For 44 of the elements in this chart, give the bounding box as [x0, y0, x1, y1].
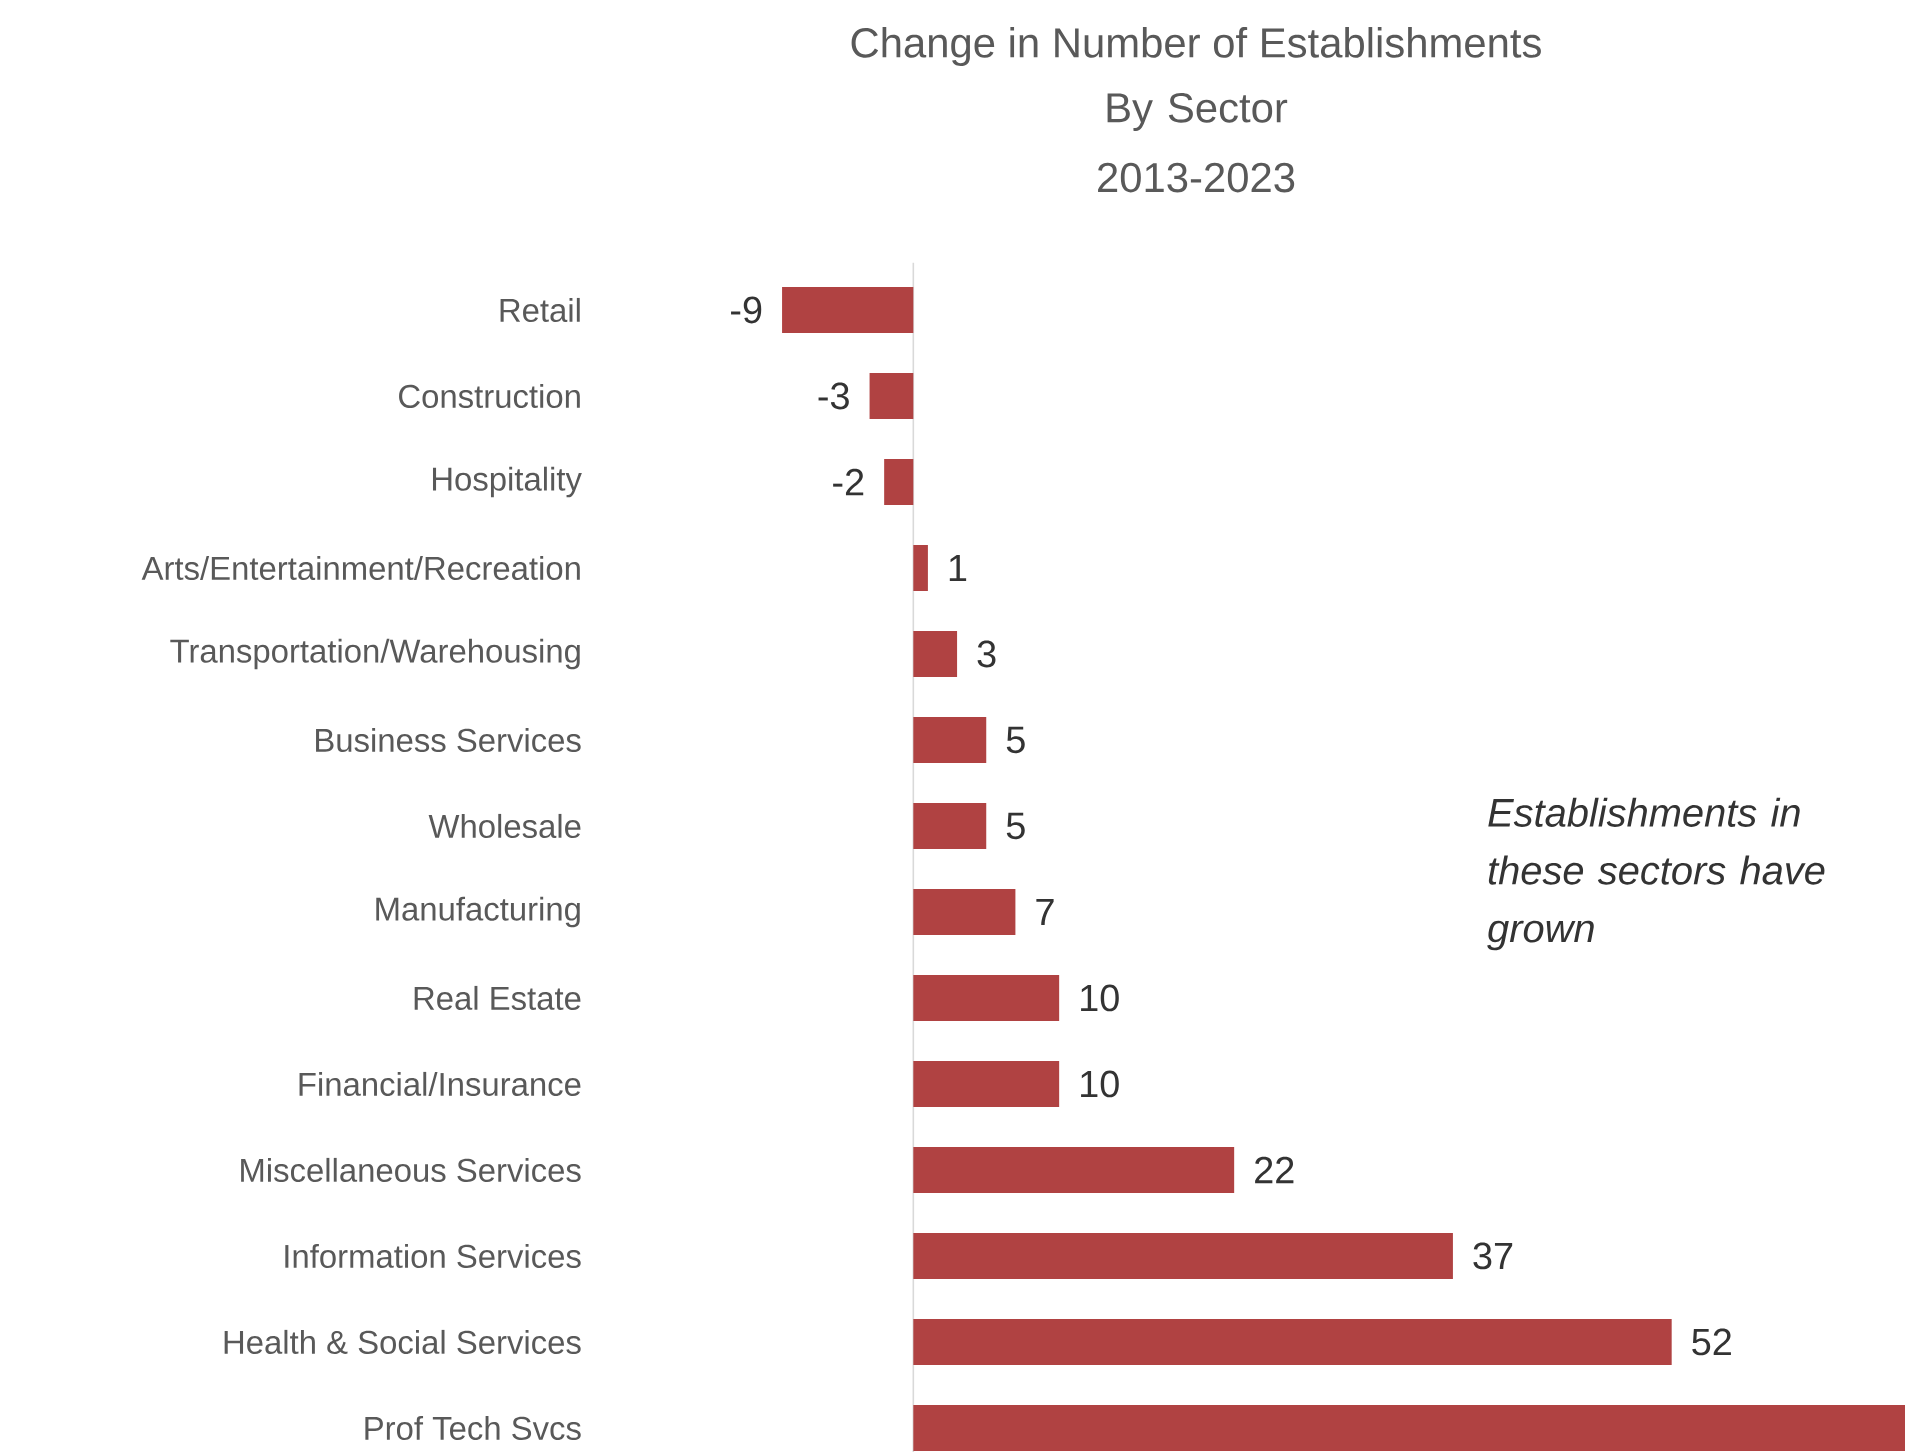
y-tick-label: Business Services — [316, 727, 581, 753]
chart-title: Change in Number of Establishments — [851, 27, 1541, 67]
y-tick-label: Real Estate — [414, 985, 581, 1011]
bar — [913, 544, 928, 591]
y-tick-label: Arts/Entertainment/Recreation — [141, 555, 580, 581]
bar — [913, 716, 987, 763]
data-label: 7 — [1036, 898, 1054, 925]
bar — [913, 630, 958, 677]
data-label: 10 — [1081, 1070, 1119, 1098]
data-label: -2 — [833, 468, 864, 496]
y-tick-label: Health & Social Services — [224, 1329, 581, 1355]
y-tick-label: Prof Tech Svcs — [365, 1415, 581, 1440]
data-label: 5 — [1006, 726, 1025, 754]
data-label: 52 — [1692, 1328, 1731, 1356]
data-label: 1 — [949, 554, 967, 582]
y-tick-label: Transportation/Warehousing — [170, 638, 580, 670]
bar — [913, 1404, 1905, 1451]
annotation: Establishments in these sectors have grown — [1487, 797, 1825, 951]
y-tick-label: Hospitality — [432, 466, 582, 498]
y-tick-label: Financial/Insurance — [299, 1071, 581, 1097]
data-label: -9 — [731, 296, 762, 324]
y-tick-label: Retail — [500, 297, 580, 323]
bar — [913, 1060, 1060, 1107]
bar — [884, 458, 914, 505]
bar — [913, 888, 1016, 935]
data-label: 37 — [1473, 1242, 1513, 1270]
bar — [913, 1318, 1672, 1365]
y-tick-label: Manufacturing — [376, 896, 580, 928]
bar — [782, 287, 914, 333]
y-tick-label: Construction — [399, 383, 580, 409]
y-tick-label: Information Services — [285, 1243, 581, 1269]
chart-subtitle: By Sector 2013-2023 — [1098, 93, 1295, 193]
y-tick-label: Wholesale — [428, 813, 581, 839]
data-label: -3 — [818, 382, 849, 410]
bar — [913, 802, 987, 849]
data-label: 10 — [1081, 984, 1119, 1012]
y-tick-label: Miscellaneous Services — [241, 1157, 581, 1183]
bar — [913, 974, 1060, 1021]
bar — [869, 372, 914, 419]
data-label: 22 — [1255, 1156, 1294, 1184]
data-label: 5 — [1006, 812, 1025, 840]
data-label: 3 — [977, 640, 996, 668]
bar — [913, 1232, 1453, 1279]
bar — [913, 1146, 1235, 1193]
